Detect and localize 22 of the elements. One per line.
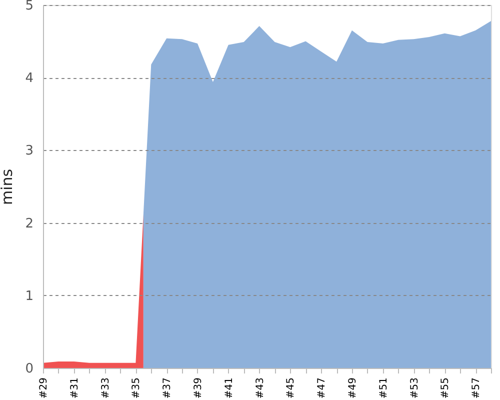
x-tick-label: #29 bbox=[38, 378, 50, 399]
x-tick-label: #31 bbox=[69, 378, 80, 399]
x-tick-label: #43 bbox=[254, 378, 266, 399]
x-tick-label: #57 bbox=[471, 378, 482, 399]
x-tick-label: #51 bbox=[378, 378, 390, 399]
y-axis-title: mins bbox=[0, 168, 16, 206]
x-tick-label: #49 bbox=[347, 378, 358, 399]
y-tick-label: 5 bbox=[25, 0, 34, 14]
x-tick-label: #39 bbox=[192, 378, 204, 399]
x-tick-label: #37 bbox=[162, 378, 174, 399]
x-tick-label: #55 bbox=[440, 378, 452, 399]
x-tick-label: #33 bbox=[100, 378, 112, 399]
y-tick-label: 1 bbox=[25, 288, 34, 304]
y-tick-label: 0 bbox=[25, 362, 34, 376]
x-tick-label: #53 bbox=[409, 378, 420, 399]
x-tick-label: #45 bbox=[286, 378, 297, 399]
x-tick-label: #35 bbox=[131, 378, 142, 399]
x-tick-label: #41 bbox=[224, 378, 235, 399]
y-tick-label: 3 bbox=[25, 144, 34, 159]
y-tick-label: 4 bbox=[25, 71, 34, 86]
x-tick-label: #47 bbox=[316, 378, 328, 399]
y-tick-label: 2 bbox=[25, 216, 34, 232]
